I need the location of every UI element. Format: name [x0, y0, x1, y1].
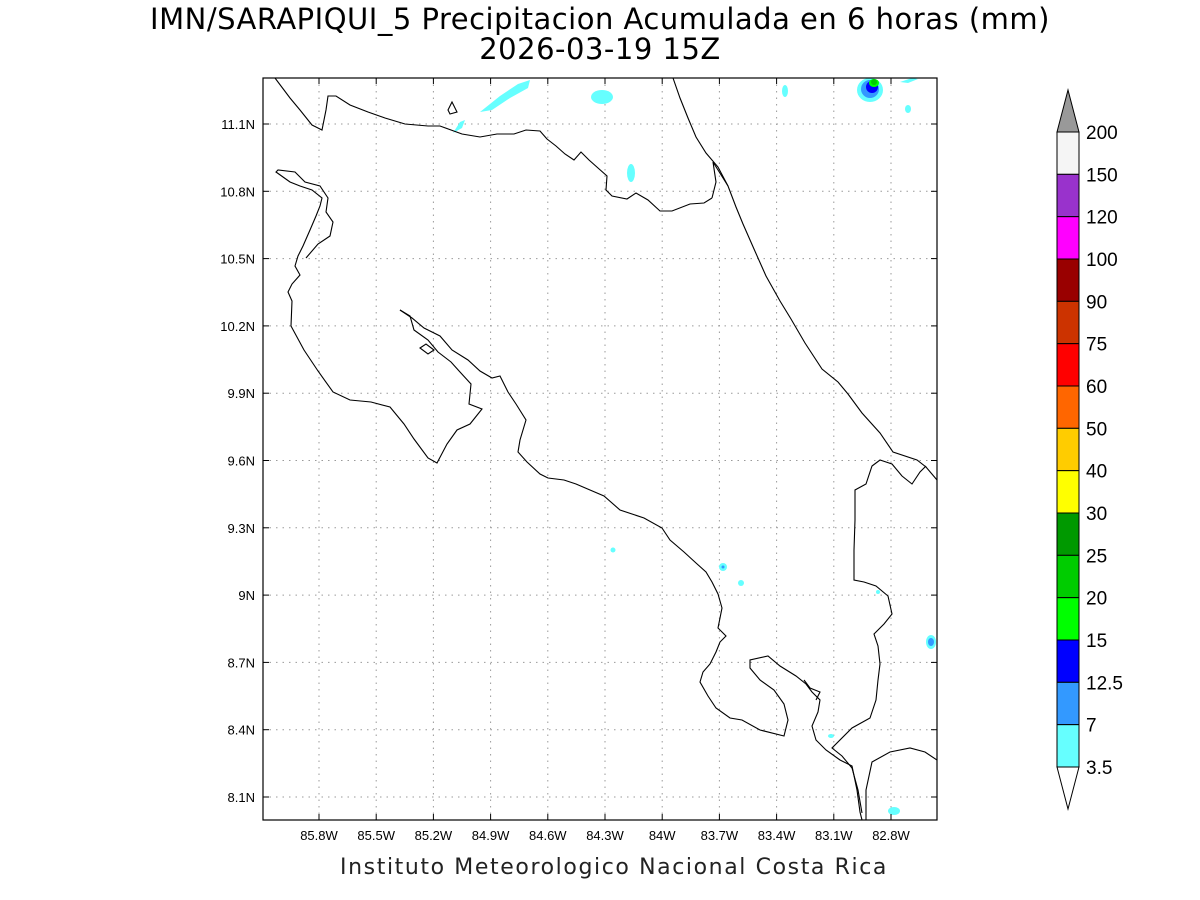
lat-tick-label: 8.7N [228, 655, 255, 670]
lat-tick-label: 10.2N [220, 319, 255, 334]
map-frame [262, 77, 938, 821]
lon-tick-label: 84W [649, 828, 676, 843]
colorbar-swatch [1056, 724, 1080, 768]
lon-tick-label: 85.8W [300, 828, 338, 843]
rain-cell [738, 580, 744, 586]
map-gridlines [263, 78, 937, 820]
colorbar-swatch [1056, 639, 1080, 683]
colorbar-swatch [1056, 427, 1080, 472]
colorbar-swatch [1056, 512, 1080, 556]
colorbar-swatch [1056, 554, 1080, 599]
colorbar-swatch [1056, 300, 1080, 345]
lon-tick-label: 85.5W [357, 828, 395, 843]
colorbar-under-triangle [1056, 766, 1080, 811]
colorbar-label: 20 [1086, 589, 1107, 610]
colorbar-label: 50 [1086, 419, 1107, 440]
rain-cell [480, 80, 530, 112]
rain-cell [828, 734, 834, 738]
rain-cell [888, 807, 900, 815]
nicoya-gulf-coast [399, 309, 863, 820]
rain-cell [905, 105, 911, 113]
osa-golfito-coast [865, 747, 937, 820]
colorbar-label: 30 [1086, 504, 1107, 525]
nicaragua-border [711, 161, 729, 199]
panama-border [831, 459, 927, 814]
caribbean-coastline [672, 78, 937, 481]
coastline [274, 78, 937, 820]
lon-tick-label: 82.8W [872, 828, 910, 843]
lon-tick-label: 84.3W [586, 828, 624, 843]
colorbar-label: 75 [1086, 335, 1107, 356]
rain-cell [871, 79, 877, 85]
lat-tick-label: 9.9N [228, 386, 255, 401]
pacific-coastline [274, 78, 713, 212]
lon-tick-label: 83.1W [815, 828, 853, 843]
colorbar-swatch [1056, 470, 1080, 514]
colorbar-label: 120 [1086, 208, 1118, 229]
lon-tick-label: 85.2W [415, 828, 453, 843]
colorbar: 200 150 120 100 90 75 60 50 40 30 25 20 15 12.5 7 3.5 [1056, 88, 1123, 811]
colorbar-swatch [1056, 173, 1080, 218]
colorbar-swatch [1056, 131, 1080, 175]
colorbar-label: 90 [1086, 292, 1107, 313]
lat-tick-label: 10.8N [220, 184, 255, 199]
colorbar-over-triangle [1056, 88, 1080, 133]
colorbar-label: 25 [1086, 546, 1107, 567]
lat-tick-label: 9.6N [228, 454, 255, 469]
lon-tick-label: 84.9W [472, 828, 510, 843]
colorbar-swatch [1056, 216, 1080, 260]
colorbar-swatch [1056, 681, 1080, 726]
rain-cell [627, 164, 635, 182]
colorbar-label: 3.5 [1086, 758, 1112, 779]
lat-tick-label: 9N [238, 588, 255, 603]
map-title: IMN/SARAPIQUI_5 Precipitacion Acumulada … [150, 2, 1050, 36]
rain-cell [900, 78, 918, 83]
nicoya-outer-coast [275, 169, 483, 464]
rain-cell [928, 638, 934, 646]
rain-cell [610, 547, 616, 553]
island [419, 343, 435, 355]
precipitation-field [453, 78, 936, 815]
colorbar-label: 15 [1086, 631, 1107, 652]
lon-tick-label: 83.7W [701, 828, 739, 843]
map-valid-time: 2026-03-19 15Z [479, 32, 721, 66]
colorbar-label: 7 [1086, 716, 1097, 737]
lon-tick-label: 83.4W [758, 828, 796, 843]
colorbar-label: 200 [1086, 123, 1118, 144]
colorbar-label: 12.5 [1086, 673, 1123, 694]
map-axes: 85.8W 85.5W 85.2W 84.9W 84.6W 84.3W 84W 83.7W 83… [220, 78, 937, 843]
rain-cell [721, 565, 725, 569]
footer-credit: Instituto Meteorologico Nacional Costa R… [340, 855, 888, 880]
colorbar-swatch [1056, 597, 1080, 641]
lat-tick-label: 8.4N [228, 723, 255, 738]
lat-tick-label: 9.3N [228, 521, 255, 536]
island [447, 100, 458, 115]
colorbar-label: 100 [1086, 250, 1118, 271]
lon-tick-label: 84.6W [529, 828, 567, 843]
lat-tick-label: 11.1N [221, 117, 255, 132]
colorbar-swatch [1056, 385, 1080, 429]
island [803, 679, 821, 701]
colorbar-label: 150 [1086, 165, 1118, 186]
lat-tick-label: 8.1N [228, 790, 255, 805]
colorbar-label: 60 [1086, 377, 1107, 398]
rain-cell [782, 85, 788, 97]
lat-tick-label: 10.5N [220, 252, 255, 267]
rain-cell [591, 90, 613, 104]
rain-cell [876, 590, 880, 594]
colorbar-label: 40 [1086, 462, 1107, 483]
rain-cell [453, 120, 465, 133]
colorbar-swatch [1056, 343, 1080, 387]
colorbar-swatch [1056, 258, 1080, 302]
